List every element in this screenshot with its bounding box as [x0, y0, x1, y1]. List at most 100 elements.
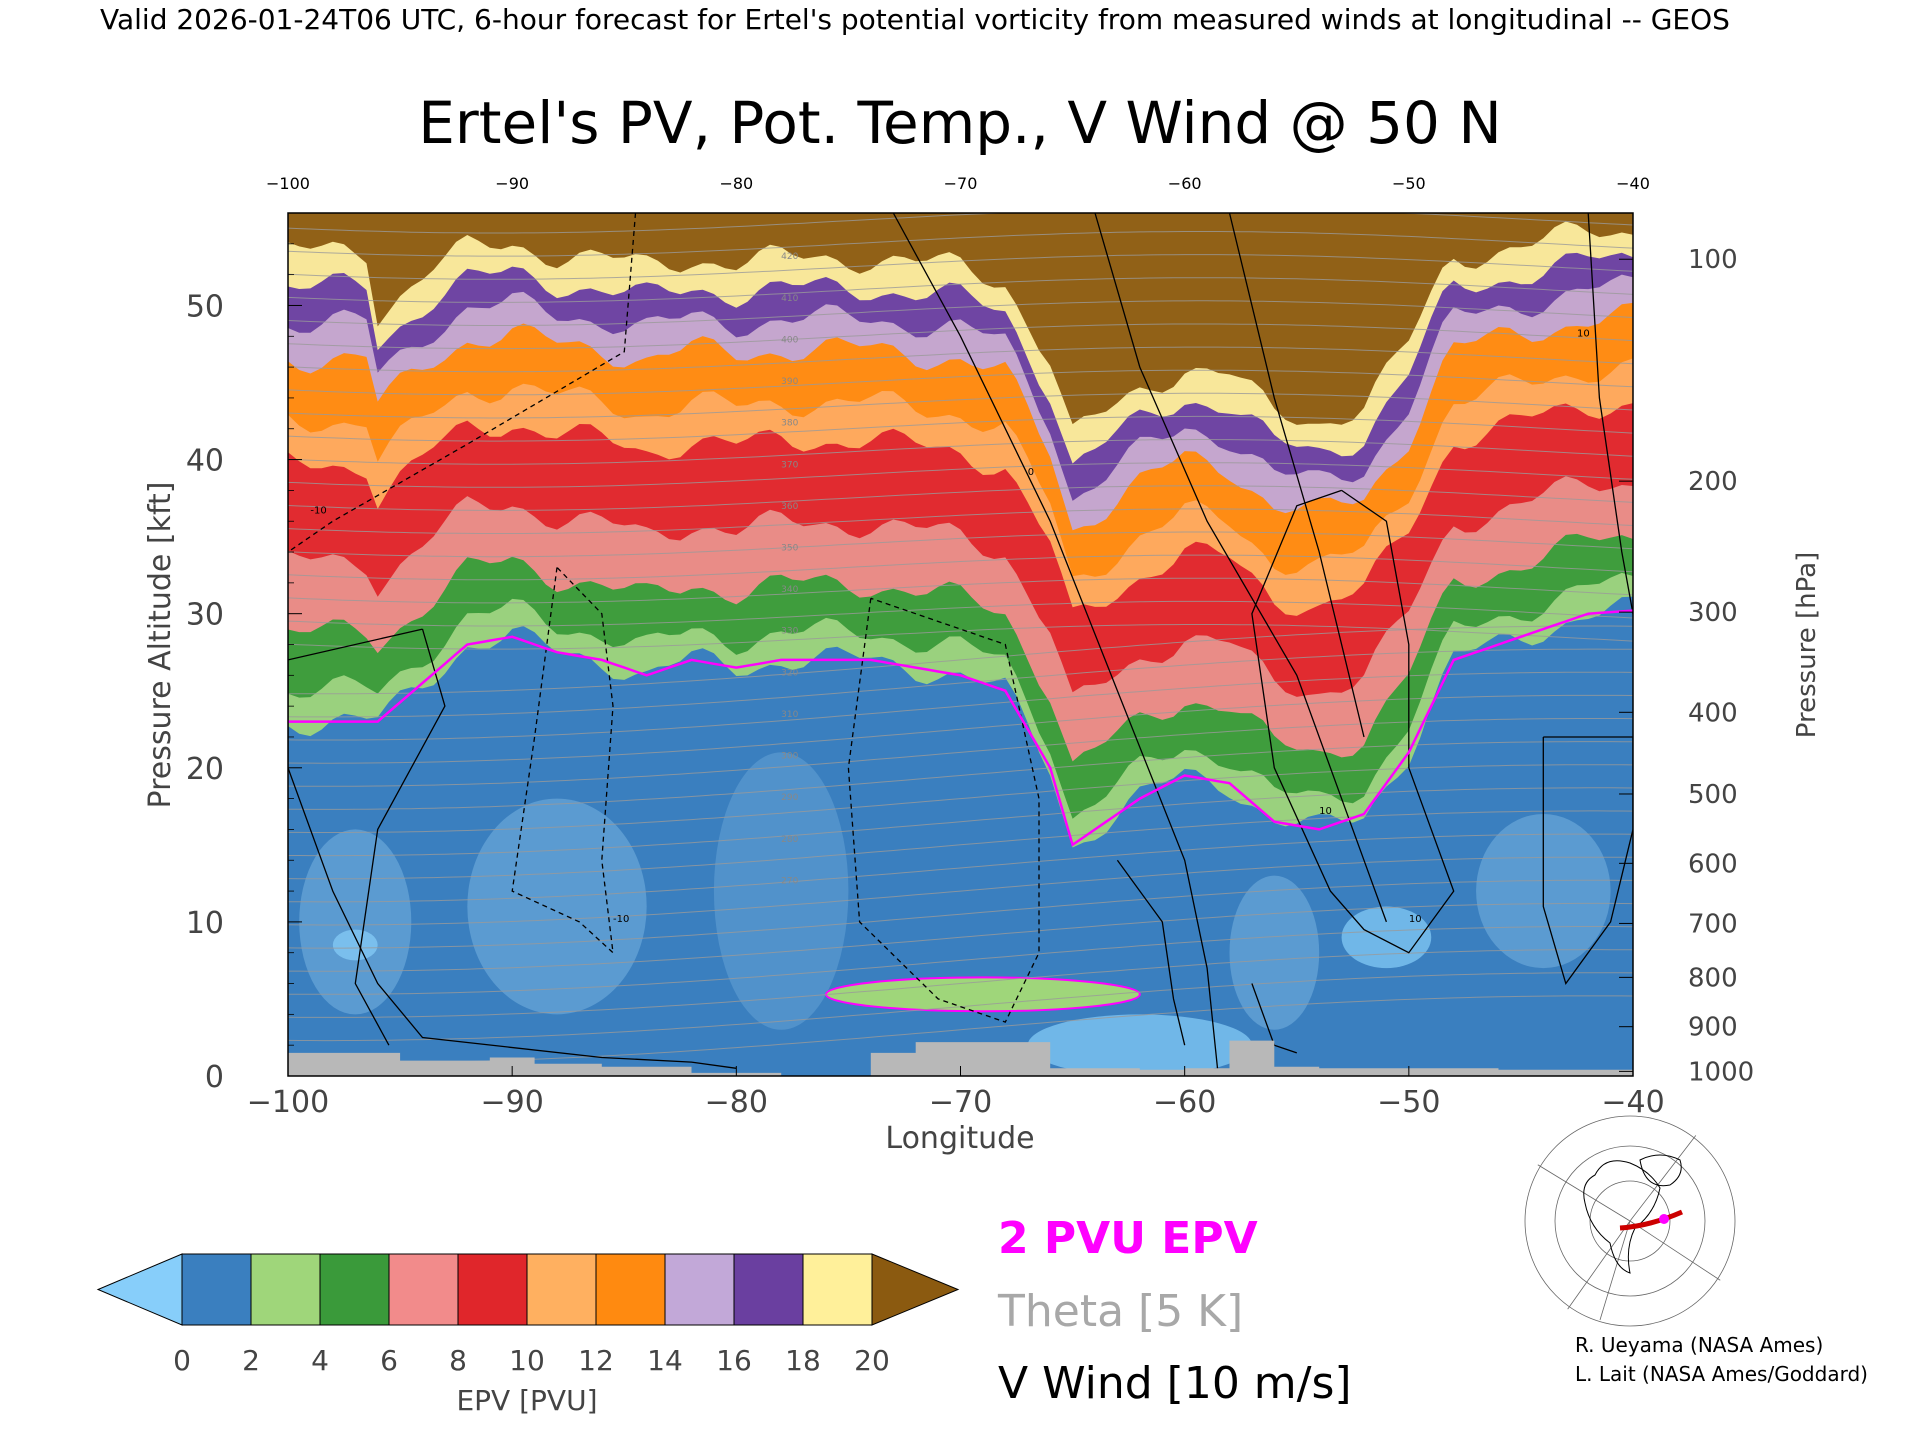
y-right-tick-label: 300 — [1688, 598, 1738, 628]
vwind-neg10-b — [847, 597, 1040, 1023]
theta-label: 310 — [781, 710, 798, 720]
theta-contour-22 — [288, 508, 1633, 534]
theta-contour-21 — [288, 531, 1633, 558]
theta-label: 390 — [781, 377, 798, 387]
colorbar-tick-label: 20 — [854, 1344, 890, 1377]
colorbar-segment — [250, 1253, 321, 1326]
theta-contour-17 — [288, 624, 1633, 650]
vwind-0-c — [288, 628, 737, 1069]
x-top-tick-label: −50 — [1392, 174, 1426, 193]
plot-area: 420 410 400 390 380 370 360 350 340 330 320 310 300 2… — [288, 213, 1633, 1076]
theta-label: 350 — [781, 543, 798, 553]
theta-label: 340 — [781, 585, 798, 595]
vwind-0-a — [892, 213, 1219, 1076]
theta-contour-26 — [288, 415, 1633, 442]
x-tick-label: −70 — [929, 1085, 992, 1120]
x-top-tick-label: −60 — [1168, 174, 1202, 193]
legend-vwind: V Wind [10 m/s] — [998, 1358, 1352, 1409]
theta-label: 320 — [781, 668, 798, 678]
x-tick-label: −60 — [1153, 1085, 1216, 1120]
y-right-tick-label: 200 — [1688, 467, 1738, 497]
theta-label: 270 — [781, 876, 798, 886]
theta-contour-28 — [288, 369, 1633, 396]
epv-color-bands — [288, 213, 1633, 848]
colorbar-tick-label: 8 — [449, 1344, 467, 1377]
inset-map-marker — [1659, 1214, 1669, 1224]
colorbar-under-arrow — [96, 1253, 183, 1326]
low-blob-7 — [332, 929, 378, 961]
vwind-contour-label: 10 — [1577, 328, 1590, 339]
colorbar-tick-label: 12 — [578, 1344, 614, 1377]
y-tick-label: 40 — [186, 444, 224, 479]
theta-label: 290 — [781, 793, 798, 803]
low-pv-patch-70w — [825, 976, 1141, 1013]
vwind-contour-label: 0 — [1028, 467, 1034, 478]
theta-contour-3 — [288, 926, 1633, 995]
colorbar-segment — [457, 1253, 528, 1326]
theta-contour-33 — [288, 254, 1633, 280]
vwind-0-b — [1228, 213, 1365, 738]
y-right-tick-label: 600 — [1688, 849, 1738, 879]
low-blob-1 — [467, 798, 647, 1015]
x-tick-label: −50 — [1377, 1085, 1440, 1120]
theta-label: 360 — [781, 502, 798, 512]
colorbar-segment — [388, 1253, 459, 1326]
theta-contour-4 — [288, 902, 1633, 972]
colorbar-segment — [733, 1253, 804, 1326]
vwind-0-e — [1542, 736, 1633, 985]
theta-contour-31 — [288, 300, 1633, 326]
y-right-tick-label: 100 — [1688, 245, 1738, 275]
y-axis-left: 0 10 20 30 40 50 — [186, 243, 302, 1095]
band-brown — [288, 213, 1633, 425]
y-right-tick-label: 700 — [1688, 909, 1738, 939]
theta-label: 400 — [781, 335, 798, 345]
colorbar-tick-label: 4 — [311, 1344, 329, 1377]
colorbar-over-arrow — [871, 1253, 960, 1326]
theta-contour-20 — [288, 554, 1633, 581]
colorbar-segment — [181, 1253, 252, 1326]
x-tick-label: −40 — [1601, 1085, 1664, 1120]
theta-label: 380 — [781, 419, 798, 429]
colorbar-label: EPV [PVU] — [456, 1384, 597, 1417]
colorbar-tick-label: 10 — [509, 1344, 545, 1377]
vwind-contour-label: 10 — [1409, 914, 1422, 925]
theta-label: 300 — [781, 752, 798, 762]
legend-epv-2pvu: 2 PVU EPV — [998, 1213, 1258, 1264]
vwind-0-d — [354, 628, 446, 1046]
theta-contour-23 — [288, 485, 1633, 511]
y-right-tick-label: 500 — [1688, 780, 1738, 810]
y-tick-label: 30 — [186, 598, 224, 633]
x-tick-label: −80 — [705, 1085, 768, 1120]
colorbar-segment — [319, 1253, 390, 1326]
legend-theta: Theta [5 K] — [997, 1286, 1243, 1337]
x-top-tick-label: −70 — [944, 174, 978, 193]
x-top-tick-label: −80 — [719, 174, 753, 193]
theta-contour-30 — [288, 323, 1633, 350]
theta-contour-9 — [288, 787, 1633, 857]
y-right-tick-label: 400 — [1688, 698, 1738, 728]
theta-contour-18 — [288, 600, 1633, 627]
theta-contour-32 — [288, 277, 1633, 303]
colorbar-segment — [664, 1253, 735, 1326]
vwind-10-b — [1587, 213, 1633, 614]
theta-contour-25 — [288, 439, 1633, 465]
x-tick-label: −100 — [247, 1085, 329, 1120]
theta-label: 330 — [781, 627, 798, 637]
theta-contour-6 — [288, 856, 1633, 926]
x-axis-label: Longitude — [885, 1121, 1034, 1156]
inset-map-track — [1619, 1209, 1684, 1231]
vwind-neg10-a — [511, 566, 614, 955]
colorbar-tick-label: 2 — [242, 1344, 260, 1377]
colorbar-segment — [526, 1253, 597, 1326]
vwind-contour-label: -10 — [310, 506, 326, 517]
vwind-contour-label: 10 — [1319, 806, 1332, 817]
x-tick-label: −90 — [481, 1085, 544, 1120]
y-tick-label: 50 — [186, 289, 224, 324]
theta-contour-5 — [288, 879, 1633, 949]
x-top-tick-label: −90 — [495, 174, 529, 193]
theta-contour-27 — [288, 392, 1633, 419]
vwind-10-c — [1251, 489, 1455, 954]
theta-contour-19 — [288, 577, 1633, 604]
colorbar-tick-label: 0 — [173, 1344, 191, 1377]
inset-location-map — [1524, 1115, 1736, 1327]
